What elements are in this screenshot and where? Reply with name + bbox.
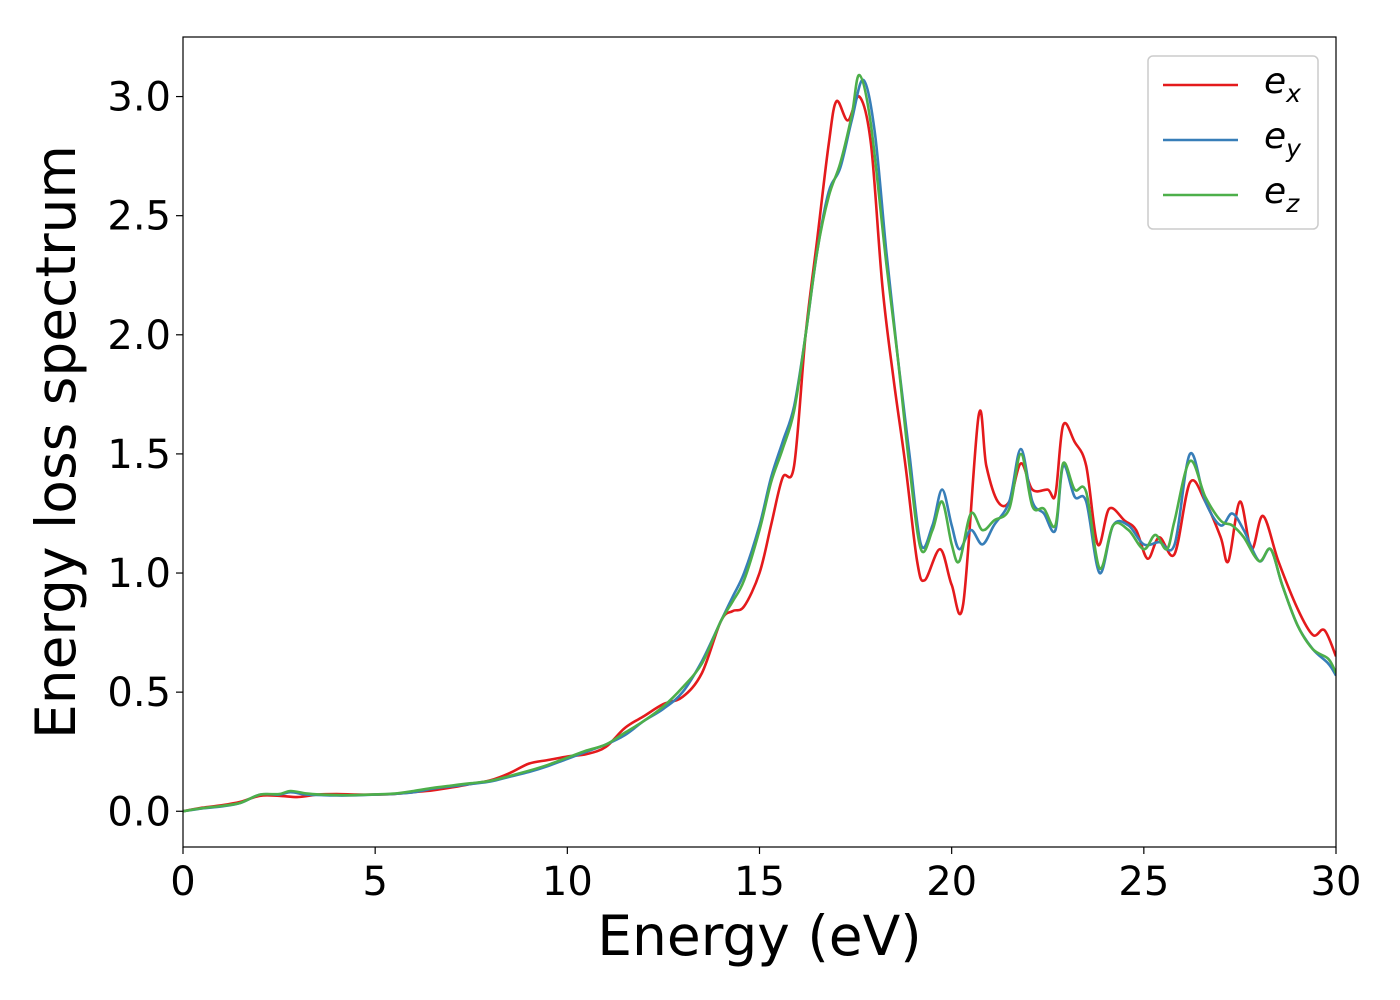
x-tick-label: 0 bbox=[170, 859, 195, 905]
x-tick-label: 5 bbox=[362, 859, 387, 905]
series-line-z bbox=[183, 73, 1336, 813]
y-tick-label: 2.0 bbox=[107, 313, 171, 359]
legend-label-sub: y bbox=[1285, 134, 1302, 163]
legend-label-sub: z bbox=[1285, 189, 1300, 218]
x-tick-label: 10 bbox=[542, 859, 593, 905]
y-tick-label: 1.5 bbox=[107, 432, 171, 478]
x-tick-label: 20 bbox=[926, 859, 977, 905]
legend-label-x: ex bbox=[1264, 61, 1301, 108]
series-line-x bbox=[183, 95, 1336, 813]
y-axis-label: Energy loss spectrum bbox=[24, 145, 88, 739]
legend-label-main: e bbox=[1264, 116, 1286, 157]
x-tick-label: 30 bbox=[1311, 859, 1362, 905]
legend-label-sub: x bbox=[1285, 79, 1301, 108]
y-tick-label: 1.0 bbox=[107, 551, 171, 597]
y-tick-label: 2.5 bbox=[107, 194, 171, 240]
y-tick-label: 0.5 bbox=[107, 670, 171, 716]
x-tick-label: 15 bbox=[734, 859, 785, 905]
legend-label-main: e bbox=[1264, 171, 1286, 212]
ticks-layer: 0 5 10 15 20 25 30 0.0 0.5 1.0 1.5 2.0 2.5 3.0 bbox=[107, 75, 1361, 905]
y-tick-label: 0.0 bbox=[107, 789, 171, 835]
x-axis-label: Energy (eV) bbox=[597, 904, 921, 968]
y-tick-label: 3.0 bbox=[107, 75, 171, 121]
x-tick-label: 25 bbox=[1118, 859, 1169, 905]
series-layer bbox=[183, 73, 1336, 813]
legend-label-main: e bbox=[1264, 61, 1286, 102]
legend-box bbox=[1147, 55, 1319, 230]
legend-label-y: ey bbox=[1264, 116, 1302, 163]
legend-label-z: ez bbox=[1264, 171, 1300, 218]
